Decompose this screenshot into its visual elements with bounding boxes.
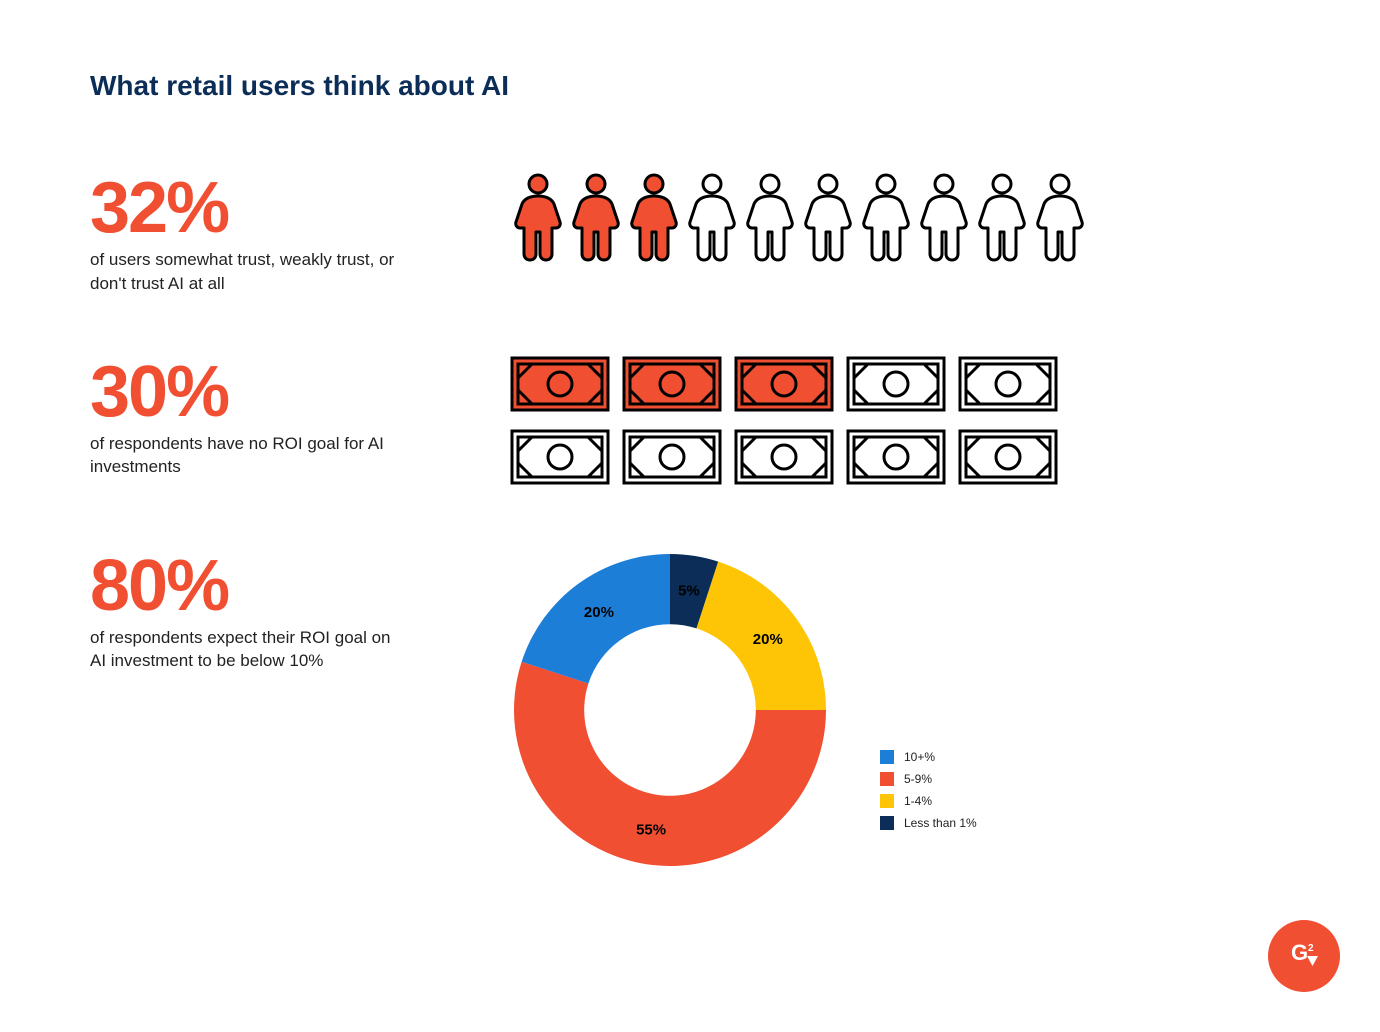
person-icon: [568, 172, 624, 262]
donut-slice-label: 5%: [678, 582, 700, 599]
donut-slice-label: 55%: [636, 821, 666, 838]
stat-roi-text: of respondents have no ROI goal for AI i…: [90, 432, 410, 480]
person-icon: [800, 172, 856, 262]
money-icon: [734, 356, 834, 412]
page-title: What retail users think about AI: [90, 70, 1290, 102]
person-icon: [684, 172, 740, 262]
stat-trust-text: of users somewhat trust, weakly trust, o…: [90, 248, 410, 296]
legend-item: 10+%: [880, 750, 977, 764]
stat-trust-value: 32%: [90, 172, 490, 244]
people-pictogram: [510, 172, 1290, 267]
stat-roi-expect-value: 80%: [90, 550, 490, 622]
legend-item: 5-9%: [880, 772, 977, 786]
money-icon: [846, 429, 946, 485]
legend-label: Less than 1%: [904, 816, 977, 830]
svg-text:G: G: [1291, 940, 1308, 965]
legend-item: Less than 1%: [880, 816, 977, 830]
stat-row-roi-expect: 80% of respondents expect their ROI goal…: [90, 550, 1290, 870]
money-pictogram: [510, 356, 1290, 490]
person-icon: [858, 172, 914, 262]
person-icon: [742, 172, 798, 262]
legend-swatch: [880, 816, 894, 830]
legend-swatch: [880, 772, 894, 786]
g2-logo-icon: G 2: [1268, 920, 1340, 992]
donut-slice-label: 20%: [753, 631, 783, 648]
person-icon: [510, 172, 566, 262]
stat-roi-expect-text: of respondents expect their ROI goal on …: [90, 626, 410, 674]
person-icon: [1032, 172, 1088, 262]
legend-swatch: [880, 750, 894, 764]
person-icon: [626, 172, 682, 262]
money-icon: [510, 356, 610, 412]
stat-row-trust: 32% of users somewhat trust, weakly trus…: [90, 172, 1290, 296]
money-icon: [510, 429, 610, 485]
legend-swatch: [880, 794, 894, 808]
money-icon: [734, 429, 834, 485]
svg-text:2: 2: [1308, 943, 1314, 954]
donut-slice-label: 20%: [584, 604, 614, 621]
money-icon: [622, 429, 722, 485]
money-icon: [622, 356, 722, 412]
donut-chart: 5% 20% 55% 20%: [510, 550, 830, 870]
stat-row-roi-goal: 30% of respondents have no ROI goal for …: [90, 356, 1290, 490]
stat-roi-value: 30%: [90, 356, 490, 428]
legend-label: 5-9%: [904, 772, 932, 786]
person-icon: [974, 172, 1030, 262]
legend-label: 10+%: [904, 750, 935, 764]
legend-label: 1-4%: [904, 794, 932, 808]
donut-legend: 10+% 5-9% 1-4% Less than 1%: [880, 750, 977, 870]
money-icon: [846, 356, 946, 412]
money-icon: [958, 429, 1058, 485]
person-icon: [916, 172, 972, 262]
legend-item: 1-4%: [880, 794, 977, 808]
money-icon: [958, 356, 1058, 412]
